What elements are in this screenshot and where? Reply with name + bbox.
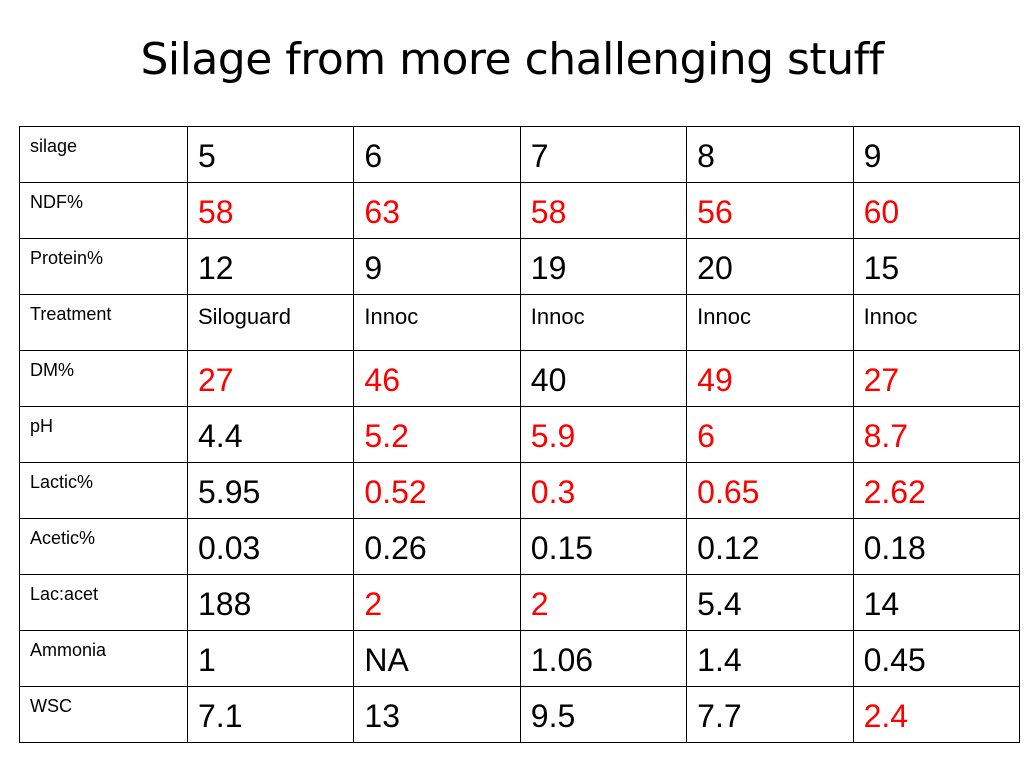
table-cell: 8.7 bbox=[852, 406, 1021, 463]
table-row: Ammonia 1 NA 1.06 1.4 0.45 bbox=[19, 630, 1021, 687]
table-cell: 188 bbox=[186, 574, 355, 631]
table-cell: Siloguard bbox=[186, 294, 355, 351]
table-cell: 7.7 bbox=[686, 686, 854, 743]
table-row: Lac:acet 188 2 2 5.4 14 bbox=[19, 574, 1021, 631]
table-cell: 0.65 bbox=[686, 462, 854, 519]
table-cell: 2 bbox=[353, 574, 521, 631]
table-row: WSC 7.1 13 9.5 7.7 2.4 bbox=[19, 686, 1021, 743]
silage-data-table: silage 5 6 7 8 9 NDF% 58 63 58 56 60 Protein% 12 9 19 20… bbox=[19, 126, 1021, 743]
table-cell: 0.26 bbox=[353, 518, 521, 575]
row-label: Ammonia bbox=[19, 630, 188, 687]
table-cell: 0.52 bbox=[353, 462, 521, 519]
table-row: Protein% 12 9 19 20 15 bbox=[19, 238, 1021, 295]
table-cell: 46 bbox=[353, 350, 521, 407]
table-cell: 0.12 bbox=[686, 518, 854, 575]
row-label: Protein% bbox=[19, 238, 188, 295]
table-cell: 14 bbox=[852, 574, 1021, 631]
table-cell: 1 bbox=[186, 630, 355, 687]
table-cell: 27 bbox=[852, 350, 1021, 407]
row-label: Treatment bbox=[19, 294, 188, 351]
table-row: Treatment Siloguard Innoc Innoc Innoc Innoc bbox=[19, 294, 1021, 351]
table-cell: Innoc bbox=[353, 294, 521, 351]
row-label: Acetic% bbox=[19, 518, 188, 575]
row-label: pH bbox=[19, 406, 188, 463]
table-cell: 6 bbox=[353, 126, 521, 183]
table-cell: 58 bbox=[186, 182, 355, 239]
table-cell: 0.15 bbox=[519, 518, 688, 575]
row-label: Lac:acet bbox=[19, 574, 188, 631]
table-cell: 2.62 bbox=[852, 462, 1021, 519]
table-cell: 1.4 bbox=[686, 630, 854, 687]
table-cell: 9 bbox=[353, 238, 521, 295]
table-cell: 40 bbox=[519, 350, 688, 407]
table-cell: 7 bbox=[519, 126, 688, 183]
row-label: NDF% bbox=[19, 182, 188, 239]
table-cell: 6 bbox=[686, 406, 854, 463]
table-cell: 0.45 bbox=[852, 630, 1021, 687]
table-cell: 2.4 bbox=[852, 686, 1021, 743]
row-label: WSC bbox=[19, 686, 188, 743]
table-cell: 56 bbox=[686, 182, 854, 239]
table-cell: 20 bbox=[686, 238, 854, 295]
table-cell: Innoc bbox=[852, 294, 1021, 351]
table-row: silage 5 6 7 8 9 bbox=[19, 126, 1021, 183]
table-body: silage 5 6 7 8 9 NDF% 58 63 58 56 60 Protein% 12 9 19 20… bbox=[19, 126, 1021, 743]
row-label: DM% bbox=[19, 350, 188, 407]
table-cell: 58 bbox=[519, 182, 688, 239]
row-label: Lactic% bbox=[19, 462, 188, 519]
table-cell: 15 bbox=[852, 238, 1021, 295]
table-cell: 5.2 bbox=[353, 406, 521, 463]
table-row: pH 4.4 5.2 5.9 6 8.7 bbox=[19, 406, 1021, 463]
table-cell: 9.5 bbox=[519, 686, 688, 743]
table-cell: 13 bbox=[353, 686, 521, 743]
table-cell: 8 bbox=[686, 126, 854, 183]
table-cell: 0.18 bbox=[852, 518, 1021, 575]
table-cell: 27 bbox=[186, 350, 355, 407]
table-cell: NA bbox=[353, 630, 521, 687]
table-cell: 49 bbox=[686, 350, 854, 407]
table-cell: 0.3 bbox=[519, 462, 688, 519]
table-cell: Innoc bbox=[519, 294, 688, 351]
table-cell: 12 bbox=[186, 238, 355, 295]
table-cell: 5.95 bbox=[186, 462, 355, 519]
table-cell: 60 bbox=[852, 182, 1021, 239]
row-label: silage bbox=[19, 126, 188, 183]
slide-title: Silage from more challenging stuff bbox=[140, 34, 884, 85]
table-row: DM% 27 46 40 49 27 bbox=[19, 350, 1021, 407]
table-cell: 0.03 bbox=[186, 518, 355, 575]
table-cell: 19 bbox=[519, 238, 688, 295]
table-cell: 2 bbox=[519, 574, 688, 631]
table-cell: 9 bbox=[852, 126, 1021, 183]
table-cell: 63 bbox=[353, 182, 521, 239]
table-cell: 5 bbox=[186, 126, 355, 183]
table-cell: Innoc bbox=[686, 294, 854, 351]
table-cell: 5.4 bbox=[686, 574, 854, 631]
table-cell: 5.9 bbox=[519, 406, 688, 463]
table-row: Lactic% 5.95 0.52 0.3 0.65 2.62 bbox=[19, 462, 1021, 519]
table-cell: 4.4 bbox=[186, 406, 355, 463]
table-cell: 1.06 bbox=[519, 630, 688, 687]
table-cell: 7.1 bbox=[186, 686, 355, 743]
table-row: NDF% 58 63 58 56 60 bbox=[19, 182, 1021, 239]
table-row: Acetic% 0.03 0.26 0.15 0.12 0.18 bbox=[19, 518, 1021, 575]
